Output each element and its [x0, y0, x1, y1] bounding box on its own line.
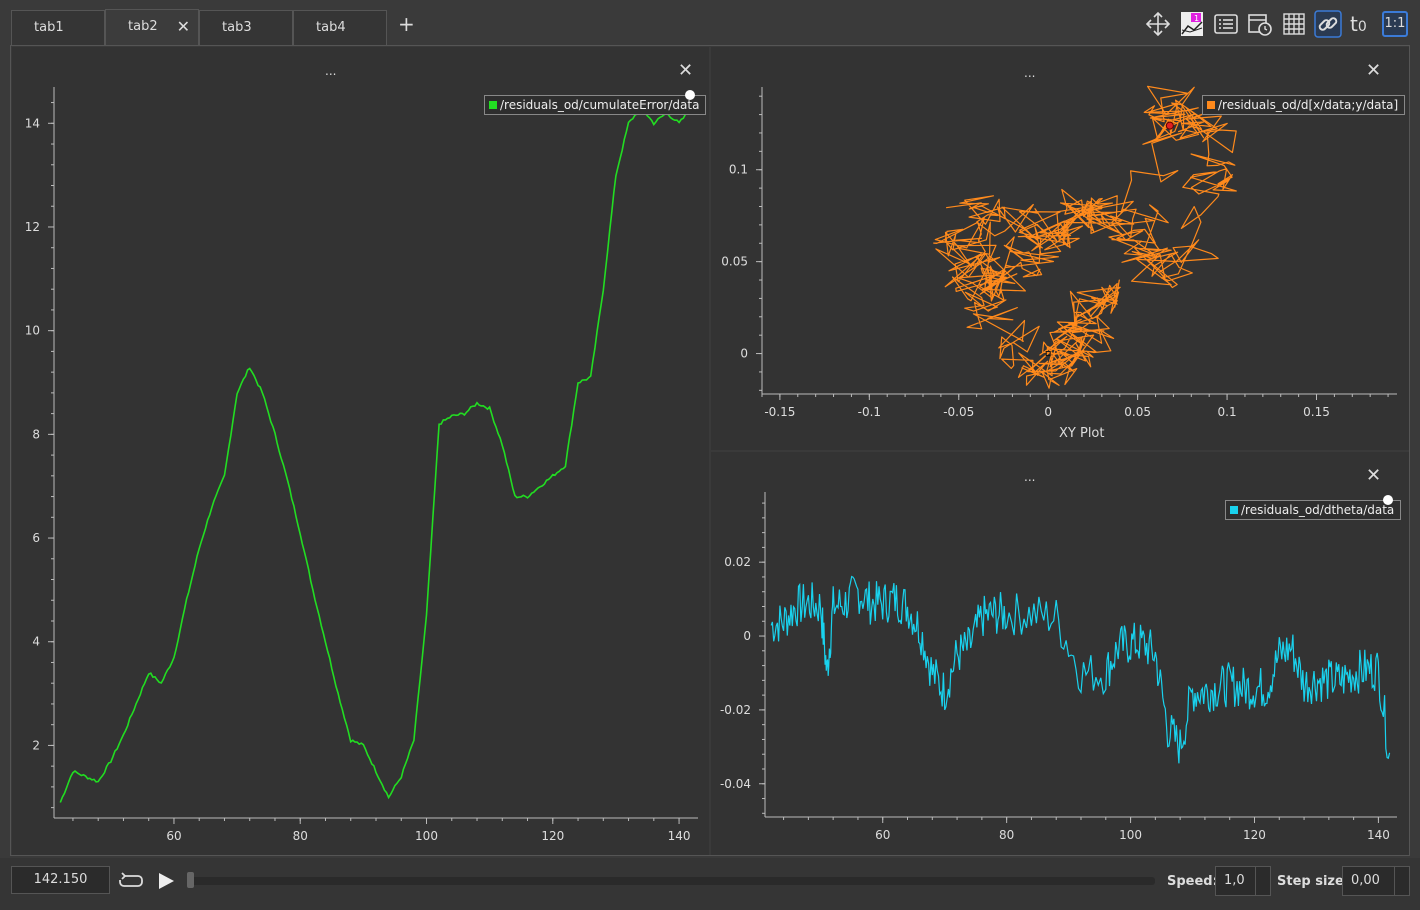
legend-drag-handle[interactable] [1383, 495, 1393, 505]
legend-label: /residuals_od/d[x/data;y/data] [1218, 98, 1399, 112]
x-tick-label: 60 [166, 829, 181, 843]
calendar-clock-icon[interactable] [1246, 10, 1274, 38]
x-tick-label: 0.05 [1124, 405, 1151, 419]
close-panel-icon[interactable]: ✕ [678, 60, 694, 81]
tab-tab4[interactable]: tab4 [293, 10, 387, 45]
tab-bar: tab1 tab2 ✕ tab3 tab4 + 1 t0 1:1 [0, 0, 1420, 46]
top-right-plot-panel[interactable]: ... ✕ -0.15 -0.1 -0.05 0 0.05 0.1 0.15 0 0.05 0.1… [711, 47, 1409, 450]
y-tick-label: 6 [32, 531, 40, 545]
step-size-input[interactable]: 0,00 [1342, 866, 1410, 896]
x-tick-label: 120 [541, 829, 564, 843]
left-plot-panel[interactable]: ... ✕ 60 80 100 120 140 2 4 6 8 10 12 14 /residuals… [12, 47, 709, 855]
y-tick-label: 8 [32, 427, 40, 441]
svg-text:1: 1 [1194, 14, 1199, 23]
close-panel-icon[interactable]: ✕ [1366, 60, 1382, 81]
xy-plot-chart[interactable]: -0.15 -0.1 -0.05 0 0.05 0.1 0.15 0 0.05 0.1 [711, 47, 1409, 450]
legend-swatch [489, 101, 497, 109]
panel-title: ... [325, 64, 337, 78]
link-icon[interactable] [1314, 10, 1342, 38]
y-tick-label: 0 [740, 347, 748, 361]
legend-label: /residuals_od/cumulateError/data [500, 98, 700, 112]
close-panel-icon[interactable]: ✕ [1366, 465, 1382, 486]
x-tick-label: 120 [1243, 828, 1266, 842]
time-slider-handle[interactable] [187, 872, 194, 888]
y-tick-label: 4 [32, 635, 40, 649]
x-tick-label: 0.1 [1218, 405, 1237, 419]
x-axis-label: XY Plot [1059, 426, 1105, 441]
time-slider[interactable] [187, 877, 1155, 885]
play-icon[interactable] [156, 871, 176, 891]
y-tick-label: 0.05 [721, 255, 748, 269]
y-tick-label: -0.04 [720, 777, 751, 791]
close-tab-icon[interactable]: ✕ [176, 17, 190, 36]
x-tick-label: -0.15 [764, 405, 795, 419]
tab-tab2[interactable]: tab2 ✕ [105, 9, 199, 46]
x-tick-label: 80 [293, 829, 308, 843]
step-size-label: Step size: [1277, 874, 1350, 889]
xy-series-path [933, 85, 1237, 389]
dtheta-chart[interactable]: 60 80 100 120 140 0.02 0 -0.02 -0.04 [711, 452, 1409, 855]
x-tick-label: 140 [668, 829, 691, 843]
legend-drag-handle[interactable] [685, 90, 695, 100]
x-tick-label: 0.15 [1303, 405, 1330, 419]
time-display[interactable]: 142.150 [11, 866, 110, 894]
y-tick-label: -0.02 [720, 703, 751, 717]
x-tick-label: 0 [1044, 405, 1052, 419]
y-tick-label: 14 [25, 116, 40, 130]
current-position-marker [1165, 121, 1174, 130]
legend-label: /residuals_od/dtheta/data [1241, 503, 1395, 517]
y-tick-label: 0.1 [729, 163, 748, 177]
tab-tab3[interactable]: tab3 [199, 10, 293, 45]
legend-box[interactable]: /residuals_od/cumulateError/data [484, 95, 707, 115]
x-tick-label: -0.05 [943, 405, 974, 419]
panel-title: ... [1024, 470, 1036, 484]
x-tick-label: 100 [415, 829, 438, 843]
x-tick-label: 140 [1367, 828, 1390, 842]
series-line [770, 575, 1391, 764]
one-to-one-icon[interactable]: 1:1 [1382, 11, 1408, 37]
x-tick-label: 100 [1119, 828, 1142, 842]
tab-label: tab4 [316, 20, 346, 35]
panel-title: ... [1024, 66, 1036, 80]
legend-swatch [1230, 506, 1238, 514]
legend-box[interactable]: /residuals_od/dtheta/data [1225, 500, 1402, 520]
y-tick-label: 0.02 [724, 555, 751, 569]
tab-label: tab2 [128, 19, 158, 34]
series-line [59, 104, 691, 803]
loop-icon[interactable] [118, 871, 144, 891]
y-tick-label: 12 [25, 220, 40, 234]
grid-icon[interactable] [1280, 10, 1308, 38]
tab-label: tab1 [34, 20, 64, 35]
y-tick-label: 10 [25, 324, 40, 338]
t0-icon[interactable]: t0 [1350, 12, 1367, 36]
list-icon[interactable] [1212, 10, 1240, 38]
tab-tab1[interactable]: tab1 [11, 10, 105, 45]
x-tick-label: 60 [875, 828, 890, 842]
add-tab-button[interactable]: + [398, 12, 415, 36]
speed-label: Speed: [1167, 874, 1218, 889]
step-size-stepper-arrows[interactable] [1394, 867, 1409, 895]
bottom-right-plot-panel[interactable]: ... ✕ 60 80 100 120 140 0.02 0 -0.02 -0.04 /resi… [711, 452, 1409, 855]
legend-box[interactable]: /residuals_od/d[x/data;y/data] [1202, 95, 1406, 115]
y-tick-label: 2 [32, 738, 40, 752]
step-size-value: 0,00 [1351, 873, 1380, 888]
speed-input[interactable]: 1,0 [1215, 866, 1271, 896]
speed-value: 1,0 [1224, 873, 1245, 888]
move-icon[interactable] [1144, 10, 1172, 38]
y-tick-label: 0 [743, 629, 751, 643]
start-marker [1045, 351, 1051, 357]
x-tick-label: 80 [999, 828, 1014, 842]
x-tick-label: -0.1 [858, 405, 881, 419]
tab-label: tab3 [222, 20, 252, 35]
cumulate-error-chart[interactable]: 60 80 100 120 140 2 4 6 8 10 12 14 [12, 47, 709, 855]
legend-position-icon[interactable]: 1 [1178, 10, 1206, 38]
speed-stepper-arrows[interactable] [1255, 867, 1270, 895]
legend-swatch [1207, 101, 1215, 109]
